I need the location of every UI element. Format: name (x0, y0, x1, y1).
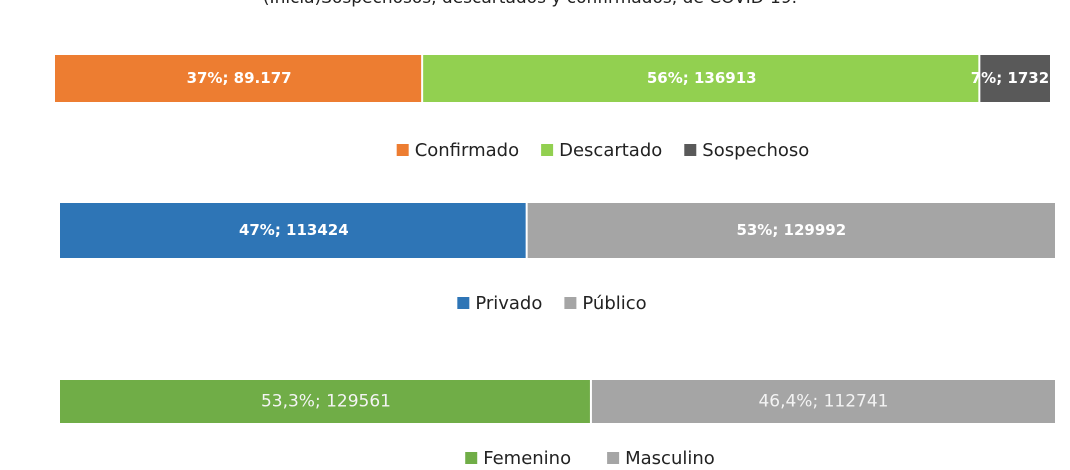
legend-label: Masculino (625, 448, 715, 469)
bar-segment (591, 380, 1055, 423)
legend-swatch (607, 452, 620, 464)
legend-swatch (564, 297, 577, 309)
bar-segment (55, 55, 422, 102)
legend-swatch (396, 144, 409, 156)
legend-label: Confirmado (415, 140, 519, 161)
bar-segment (60, 203, 526, 258)
bar-segment (527, 203, 1055, 258)
legend-label: Público (582, 293, 646, 314)
chart-title: (Inicia)Sospechosos, descartados y confi… (263, 0, 797, 8)
data-label: 53,3%; 129561 (261, 392, 391, 412)
data-label: 47%; 113424 (239, 221, 349, 239)
data-label: 7%; 17325 (971, 69, 1060, 87)
legend-label: Femenino (483, 448, 571, 469)
legend-swatch (457, 297, 470, 309)
bar-segment (980, 55, 1050, 102)
legend-label: Descartado (559, 140, 662, 161)
data-label: 56%; 136913 (647, 69, 757, 87)
legend-label: Sospechoso (702, 140, 809, 161)
bar-segment (423, 55, 979, 102)
data-label: 46,4%; 112741 (758, 392, 888, 412)
bar-segment (60, 380, 590, 423)
legend-swatch (465, 452, 478, 464)
data-label: 37%; 89.177 (187, 69, 292, 87)
legend-swatch (684, 144, 697, 156)
legend-swatch (541, 144, 554, 156)
legend-label: Privado (475, 293, 542, 314)
data-label: 53%; 129992 (736, 221, 846, 239)
